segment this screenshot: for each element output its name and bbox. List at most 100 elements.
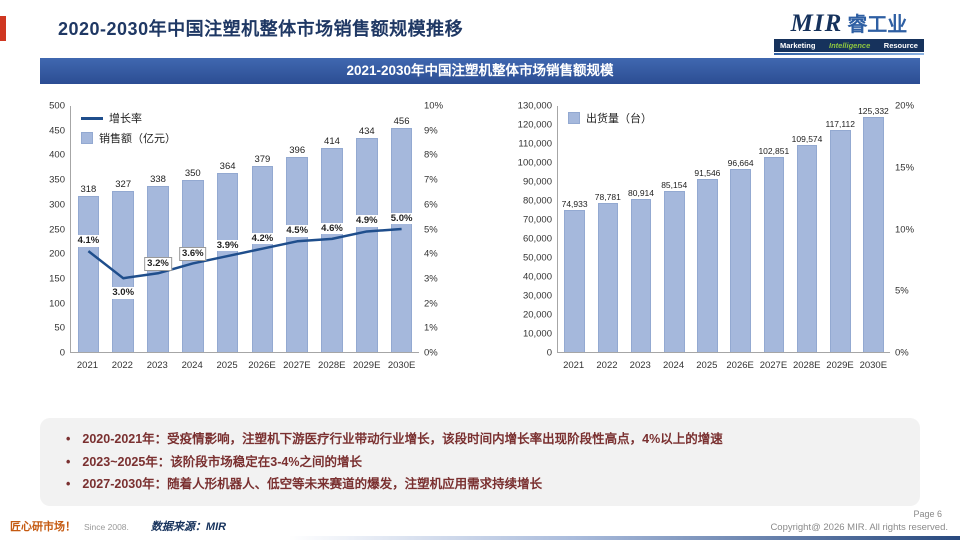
bottom-decoration-strip [0, 536, 960, 540]
y-axis-left: 130,000 120,000 110,000 100,000 90,000 80,000… [505, 101, 557, 359]
copyright-text: Copyright@ 2026 MIR. All rights reserved… [770, 522, 948, 533]
footer-left: 匠心研市场！ Since 2008. 数据来源：MIR [10, 518, 226, 534]
chart-banner-title: 2021-2030年中国注塑机整体市场销售额规模 [40, 58, 920, 84]
growth-line [71, 106, 419, 352]
x-axis: 2021 2022 2023 2024 2025 2026E 2027E 2028E 2029E… [70, 355, 419, 375]
bars: 74,933 78,781 80,914 85,154 91,546 96,664 102,… [558, 106, 890, 352]
bar [796, 144, 818, 352]
axis-tick: 6% [424, 199, 438, 211]
notes-list: 2020-2021年：受疫情影响，注塑机下游医疗行业带动行业增长，该段时间内增长… [66, 428, 894, 496]
axis-tick: 450 [49, 125, 65, 137]
axis-tick: 40,000 [522, 271, 552, 283]
bar-value-label: 80,914 [628, 187, 654, 198]
growth-rate-label: 4.6% [319, 222, 345, 235]
bar-value-label: 434 [358, 126, 375, 138]
axis-tick: 50,000 [522, 252, 552, 264]
bar-column: 78,781 [591, 106, 624, 352]
x-axis-label: 2027E [283, 360, 311, 371]
bar-column: 91,546 [691, 106, 724, 352]
bar-value-label: 85,154 [661, 179, 688, 190]
x-axis-label: 2025 [696, 360, 718, 371]
bar [829, 130, 851, 352]
bar-value-label: 117,112 [825, 119, 855, 130]
x-axis-label: 2024 [181, 360, 203, 371]
bar [663, 190, 685, 352]
legend-label: 增长率 [109, 113, 142, 125]
axis-tick: 100,000 [517, 157, 552, 169]
charts-row: 500 450 400 350 300 250 200 150 100 50 0 318 327 338 3… [40, 92, 920, 375]
axis-tick: 110,000 [518, 138, 552, 150]
legend-item: 出货量（台） [568, 110, 652, 126]
x-axis-label: 2030E [859, 360, 888, 371]
bar [321, 148, 343, 352]
axis-tick: 0 [546, 347, 552, 359]
bar-value-label: 350 [184, 167, 201, 179]
bar-column: 96,664 [724, 106, 757, 352]
mir-logo: MIR 睿工业 Marketing Intelligence Resource [774, 8, 924, 55]
bar [216, 172, 239, 352]
sales-chart: 500 450 400 350 300 250 200 150 100 50 0 318 327 338 3… [40, 92, 455, 375]
x-axis-label: 2022 [111, 360, 133, 371]
legend-item: 增长率 [81, 110, 176, 126]
x-axis-label: 2023 [146, 360, 168, 371]
bar-column: 125,332 [857, 106, 890, 352]
axis-tick: 120,000 [517, 119, 552, 131]
axis-tick: 50 [54, 322, 65, 334]
bar-swatch [81, 132, 93, 144]
axis-tick: 10% [424, 100, 444, 112]
growth-rate-label: 4.1% [75, 235, 102, 247]
chart-legend: 增长率销售额（亿元） [81, 110, 176, 146]
bar-column: 109,574 [790, 106, 823, 352]
bar-value-label: 338 [150, 173, 166, 185]
axis-tick: 30,000 [522, 290, 552, 302]
x-axis: 2021 2022 2023 2024 2025 2026E 2027E 2028E 2029E… [557, 355, 890, 375]
bar-column: 80,914 [624, 106, 657, 352]
x-axis-label: 2026E [726, 360, 754, 371]
plot-area: 74,933 78,781 80,914 85,154 91,546 96,664 102,… [557, 106, 890, 353]
bar-column: 85,154 [658, 106, 691, 352]
bar-value-label: 96,664 [727, 158, 754, 169]
axis-tick: 4% [424, 248, 438, 260]
growth-rate-label: 4.5% [284, 225, 311, 237]
bar [286, 157, 308, 352]
bar-column: 117,112 [824, 106, 857, 352]
axis-tick: 15% [895, 162, 915, 174]
bar-value-label: 91,546 [694, 167, 721, 178]
bar [763, 157, 785, 352]
x-axis-label: 2029E [826, 360, 854, 371]
axis-tick: 20,000 [522, 309, 552, 321]
bar-value-label: 414 [324, 136, 340, 148]
plot-area: 318 327 338 350 364 379 396 414 434 456 4.1% 3.0% 3.… [70, 106, 419, 353]
bar-column: 102,851 [757, 106, 790, 352]
x-axis-label: 2023 [629, 360, 651, 371]
legend-label: 销售额（亿元） [99, 133, 176, 145]
axis-tick: 80,000 [522, 195, 552, 207]
bar [564, 210, 585, 352]
x-axis-label: 2021 [76, 360, 99, 371]
x-axis-label: 2022 [596, 360, 618, 371]
axis-tick: 400 [49, 149, 65, 161]
x-axis-label: 2026E [248, 360, 276, 371]
bars: 318 327 338 350 364 379 396 414 434 456 [71, 106, 419, 352]
axis-tick: 8% [424, 149, 438, 161]
axis-tick: 0% [424, 347, 438, 359]
bar-column: 434 [349, 106, 384, 352]
shipments-chart: 130,000 120,000 110,000 100,000 90,000 80,000… [505, 92, 920, 375]
bar [730, 169, 751, 352]
data-source: 数据来源：MIR [150, 521, 227, 533]
y-axis-right: 10% 9% 8% 7% 6% 5% 4% 3% 2% 1% 0% [419, 101, 455, 359]
growth-rate-label: 3.2% [144, 257, 172, 271]
note-bullet: 2020-2021年：受疫情影响，注塑机下游医疗行业带动行业增长，该段时间内增长… [66, 428, 894, 451]
axis-tick: 130,000 [517, 100, 552, 112]
bar [597, 202, 619, 352]
bar-column: 414 [315, 106, 350, 352]
axis-tick: 60,000 [522, 233, 552, 245]
axis-tick: 7% [424, 174, 438, 186]
x-axis-label: 2027E [759, 360, 788, 371]
logo-text-cn: 睿工业 [847, 14, 908, 36]
bar [77, 195, 100, 352]
x-axis-label: 2025 [216, 360, 238, 371]
bar [863, 117, 884, 352]
bar [355, 138, 378, 352]
